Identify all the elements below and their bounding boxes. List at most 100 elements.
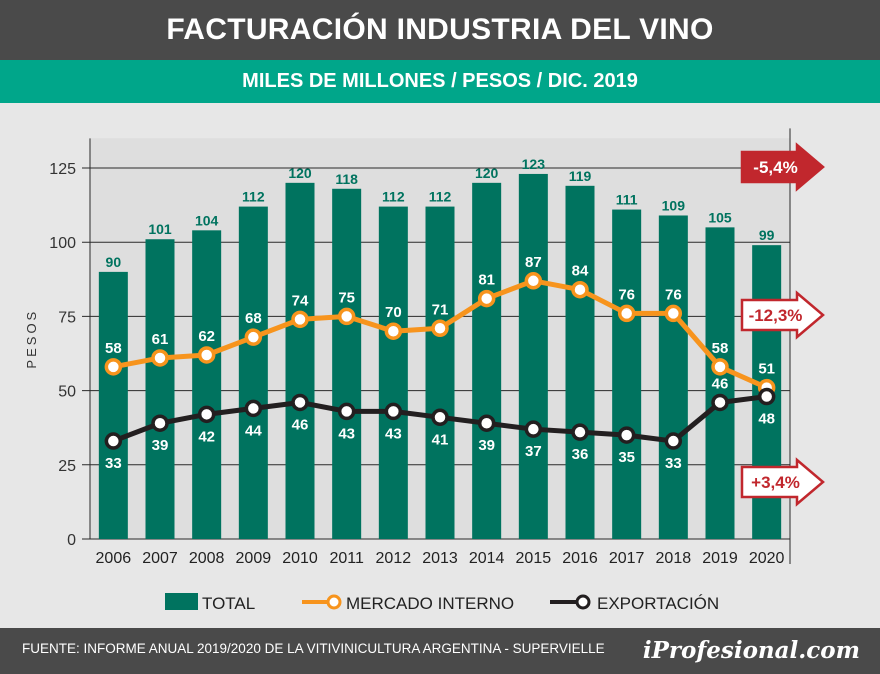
series-point bbox=[524, 420, 543, 438]
series-point bbox=[664, 304, 683, 323]
series-point bbox=[244, 328, 263, 346]
bar-total bbox=[145, 239, 175, 539]
point-value-label: 44 bbox=[245, 422, 262, 439]
point-value-label: 46 bbox=[292, 416, 309, 433]
bar-value-label: 104 bbox=[195, 212, 219, 228]
x-tick-label: 2020 bbox=[749, 550, 785, 567]
point-value-label: 43 bbox=[338, 425, 355, 442]
bar-value-label: 99 bbox=[759, 227, 775, 243]
series-point bbox=[617, 426, 636, 444]
x-tick-label: 2015 bbox=[516, 550, 552, 567]
series-point bbox=[477, 289, 496, 308]
x-tick-label: 2010 bbox=[282, 550, 318, 567]
bar-value-label: 101 bbox=[148, 221, 172, 237]
series-point bbox=[757, 387, 776, 406]
change-arrow bbox=[740, 142, 825, 192]
y-tick-label: 50 bbox=[58, 384, 76, 401]
bar-value-label: 118 bbox=[335, 171, 358, 187]
x-tick-label: 2011 bbox=[329, 550, 364, 567]
point-value-label: 41 bbox=[432, 431, 449, 448]
point-value-label: 81 bbox=[478, 272, 495, 289]
brand-logo: iProfesional.com bbox=[642, 637, 860, 664]
point-value-label: 42 bbox=[198, 428, 215, 445]
legend-marker-exportacion bbox=[575, 594, 591, 610]
series-point bbox=[384, 322, 403, 340]
series-point bbox=[197, 405, 216, 424]
point-value-label: 43 bbox=[385, 425, 402, 442]
bar-total bbox=[332, 188, 362, 539]
change-arrow bbox=[740, 290, 825, 340]
series-point bbox=[151, 414, 169, 432]
series-point bbox=[337, 307, 356, 326]
change-label: -5,4% bbox=[753, 158, 797, 177]
footer: FUENTE: INFORME ANUAL 2019/2020 DE LA VI… bbox=[0, 628, 880, 674]
point-value-label: 84 bbox=[572, 263, 589, 280]
change-label: -12,3% bbox=[749, 306, 803, 325]
x-tick-label: 2016 bbox=[562, 550, 598, 567]
bar-value-label: 112 bbox=[242, 189, 265, 205]
y-tick-label: 0 bbox=[67, 532, 76, 549]
bar-total bbox=[565, 185, 595, 540]
series-point bbox=[104, 358, 123, 376]
point-value-label: 70 bbox=[385, 304, 402, 321]
bar-total bbox=[658, 215, 688, 539]
y-tick-label: 125 bbox=[49, 161, 76, 178]
bar-total bbox=[98, 271, 128, 539]
point-value-label: 87 bbox=[525, 254, 542, 271]
point-value-label: 68 bbox=[245, 310, 262, 327]
x-tick-label: 2018 bbox=[656, 550, 692, 567]
point-value-label: 76 bbox=[665, 286, 682, 303]
bar-value-label: 112 bbox=[382, 189, 405, 205]
point-value-label: 46 bbox=[712, 375, 729, 392]
bar-total bbox=[238, 206, 268, 540]
bar-value-label: 120 bbox=[288, 165, 312, 181]
x-tick-label: 2013 bbox=[422, 550, 458, 567]
point-value-label: 48 bbox=[758, 411, 775, 428]
point-value-label: 62 bbox=[198, 328, 215, 345]
series-point bbox=[291, 310, 309, 329]
x-tick-label: 2012 bbox=[376, 550, 412, 567]
bar-total bbox=[705, 227, 735, 540]
y-tick-label: 25 bbox=[58, 458, 76, 475]
series-point bbox=[524, 272, 543, 290]
bar-value-label: 109 bbox=[662, 197, 686, 213]
series-point bbox=[291, 393, 309, 412]
series-point bbox=[664, 432, 683, 450]
point-value-label: 58 bbox=[105, 340, 122, 357]
y-tick-label: 75 bbox=[58, 309, 76, 326]
bar-value-label: 120 bbox=[475, 165, 499, 181]
x-tick-label: 2019 bbox=[702, 550, 738, 567]
bar-value-label: 112 bbox=[429, 189, 452, 205]
x-tick-label: 2007 bbox=[142, 550, 178, 567]
bar-total bbox=[518, 173, 548, 539]
series-point bbox=[384, 402, 403, 421]
point-value-label: 74 bbox=[292, 292, 309, 309]
point-value-label: 75 bbox=[338, 289, 355, 306]
series-point bbox=[244, 399, 263, 418]
series-point bbox=[431, 319, 449, 338]
series-point bbox=[571, 280, 589, 299]
x-tick-label: 2008 bbox=[189, 550, 225, 567]
series-point bbox=[571, 423, 589, 441]
x-tick-label: 2017 bbox=[609, 550, 645, 567]
legend-label-mercado: MERCADO INTERNO bbox=[346, 594, 514, 613]
point-value-label: 76 bbox=[618, 286, 635, 303]
point-value-label: 33 bbox=[665, 455, 682, 472]
point-value-label: 35 bbox=[618, 449, 635, 466]
series-point bbox=[337, 402, 356, 421]
bar-total bbox=[425, 206, 455, 540]
series-point bbox=[104, 432, 123, 450]
bar-value-label: 105 bbox=[708, 209, 732, 225]
page-subtitle: MILES DE MILLONES / PESOS / DIC. 2019 bbox=[0, 60, 880, 103]
bar-total bbox=[612, 209, 642, 539]
bar-value-label: 119 bbox=[569, 168, 592, 184]
y-tick-label: 100 bbox=[49, 235, 76, 252]
point-value-label: 39 bbox=[152, 437, 169, 454]
legend-swatch-total bbox=[165, 593, 198, 610]
change-arrow bbox=[740, 457, 825, 507]
x-tick-label: 2014 bbox=[469, 550, 505, 567]
point-value-label: 71 bbox=[432, 301, 449, 318]
bar-value-label: 123 bbox=[522, 156, 546, 172]
chart: 0 25 50 75 100 125 PESOS 90 101 104 112 120 118 112 11… bbox=[24, 128, 825, 613]
point-value-label: 37 bbox=[525, 443, 542, 460]
